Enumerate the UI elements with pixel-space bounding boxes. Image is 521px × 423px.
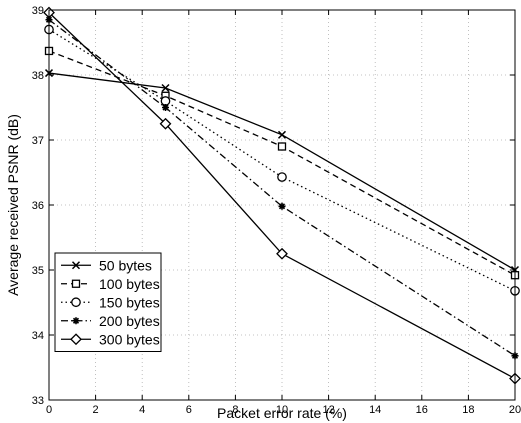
legend-label: 50 bytes (99, 257, 152, 273)
data-point (160, 96, 171, 106)
y-tick-label: 36 (32, 200, 44, 212)
data-point (276, 247, 288, 260)
data-point (159, 117, 172, 130)
legend-marker (71, 297, 81, 308)
series-line (48, 28, 516, 292)
y-tick-label: 35 (32, 265, 44, 277)
y-tick-label: 37 (32, 135, 44, 147)
legend-marker (72, 317, 80, 325)
x-tick-label: 10 (276, 404, 288, 416)
legend-marker (71, 261, 81, 270)
legend-label: 300 bytes (99, 331, 160, 347)
data-point (277, 172, 287, 182)
x-tick-label: 2 (93, 404, 99, 416)
y-tick-label: 39 (32, 5, 44, 17)
series-line (48, 50, 516, 276)
y-tick-label: 38 (32, 70, 44, 82)
x-tick-label: 14 (369, 404, 381, 416)
x-tick-label: 20 (509, 404, 521, 416)
y-tick-label: 34 (32, 330, 44, 342)
data-point (161, 83, 170, 93)
series-line (48, 19, 516, 357)
data-point (277, 142, 287, 151)
data-point (278, 202, 286, 210)
legend-label: 100 bytes (99, 276, 160, 292)
x-tick-label: 16 (416, 404, 428, 416)
data-point (162, 104, 169, 111)
series-line (48, 12, 516, 380)
series-line (48, 72, 516, 271)
legend-marker (70, 333, 82, 346)
series-group (43, 6, 521, 385)
y-tick-label: 33 (32, 395, 44, 407)
x-tick-label: 8 (232, 404, 238, 416)
x-tick-label: 18 (462, 404, 474, 416)
data-point (277, 130, 287, 139)
legend-label: 150 bytes (99, 294, 160, 310)
x-tick-label: 4 (139, 404, 145, 416)
legend-label: 200 bytes (99, 313, 160, 329)
axis-ticks: 0 2 4 6 8 10 12 14 16 18 20 33 34 35 36 37 38 39 (32, 5, 521, 416)
legend: 50 bytes 100 bytes 150 bytes 200 bytes 300 b… (54, 252, 162, 352)
x-tick-label: 12 (322, 404, 334, 416)
legend-marker (71, 279, 81, 288)
x-axis-label: Packet error rate (%) (217, 405, 347, 421)
y-axis-label: Average received PSNR (dB) (5, 114, 21, 296)
x-tick-label: 6 (186, 404, 192, 416)
x-tick-label: 0 (46, 404, 52, 416)
